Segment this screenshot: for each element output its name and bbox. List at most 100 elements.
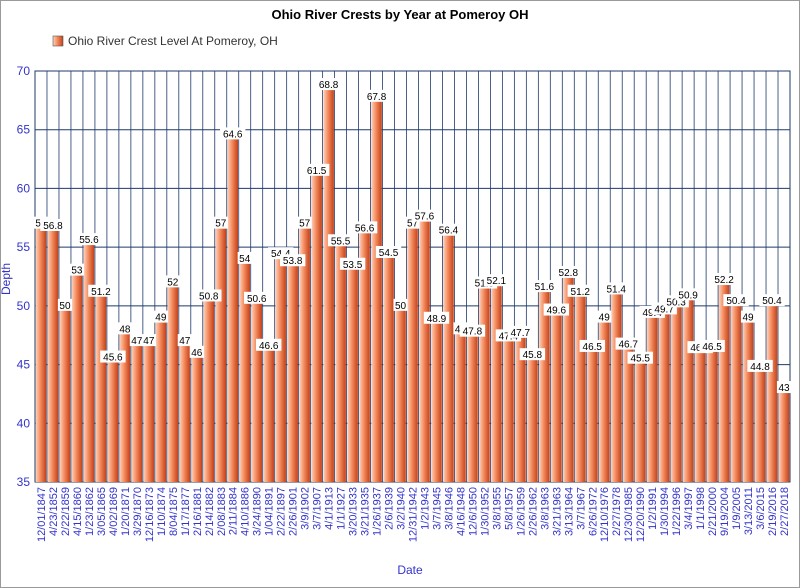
x-tick-label: 2/26/1901 [288,487,300,536]
x-tick-label: 1/30/1994 [659,487,671,536]
data-label: 56.4 [435,223,462,237]
x-tick-label: 12/16/1873 [144,487,156,542]
data-label-bg [423,311,450,324]
x-tick-label: 2/27/2018 [779,487,791,536]
data-label-bg [776,381,792,394]
data-label-text: 56.4 [439,226,459,237]
data-label-bg [88,284,114,297]
bar [718,280,730,482]
bar [419,216,430,482]
y-tick-label: 60 [17,181,31,195]
data-label-bg [740,310,756,323]
data-label-bg [723,294,749,307]
bar [59,305,71,482]
bar [359,228,370,482]
data-label: 46.5 [579,339,605,353]
bar [335,241,346,482]
data-label-text: 47 [131,336,143,347]
x-tick-label: 3/05/1865 [96,487,108,536]
data-label-bg [483,274,510,287]
data-label-text: 57.6 [415,212,435,223]
data-label-bg [117,322,132,335]
x-axis-title: Date [397,563,423,577]
bar [263,345,274,482]
data-label: 47 [141,334,156,347]
data-label-text: 56.6 [355,223,375,234]
data-label: 56.8 [40,219,66,232]
x-tick-label: 12/10/1976 [599,487,611,542]
data-label: 53 [69,263,85,277]
bar [778,388,790,482]
data-label-text: 49 [599,313,611,324]
bar [682,295,694,482]
x-tick-label: 12/30/1985 [623,487,635,542]
x-tick-label: 1/20/1871 [120,487,132,536]
bar [539,287,550,482]
data-label-text: 56.8 [43,221,63,232]
data-label: 51.2 [567,284,593,298]
x-tick-label: 1/1/1998 [695,487,707,530]
bar [563,272,574,482]
data-label: 51.4 [603,282,629,295]
x-tick-label: 1/2/1991 [647,487,659,530]
x-axis-ticks: 12/01/1847 4/23/1852 2/22/1859 4/15/1860 1/2… [36,487,791,542]
x-tick-label: 1/30/1952 [479,487,491,536]
x-tick-label: 2/22/1859 [60,487,72,536]
bar [323,85,334,482]
data-label: 47 [129,334,144,347]
data-label-text: 52.1 [487,276,507,287]
data-label-text: 45.8 [523,350,543,361]
data-label: 67.8 [363,89,390,103]
data-label-text: 55.5 [331,236,351,247]
data-label-bg [375,246,402,259]
data-label: 57 [297,216,312,230]
legend-swatch [52,35,64,47]
x-tick-label: 2/27/1978 [611,487,623,536]
data-label-text: 44.8 [750,362,770,373]
data-label: 48.9 [423,311,450,325]
x-tick-label: 12/20/1990 [635,487,647,542]
bar [275,254,286,482]
data-label: 68.8 [315,78,342,91]
data-label-text: 55.6 [79,235,99,246]
data-label-bg [76,233,102,246]
data-label-text: 64.6 [223,129,243,140]
data-label-text: 49 [742,313,754,324]
data-label-bg [213,216,228,229]
data-label: 47 [177,334,192,347]
x-tick-label: 2/26/1962 [527,487,539,536]
x-tick-label: 1/22/1996 [671,487,683,536]
data-label-bg [531,280,558,293]
data-label: 50.4 [759,294,785,307]
bar [634,358,646,482]
bar [754,366,766,482]
data-label-bg [699,339,725,352]
data-label: 49.6 [543,303,570,317]
data-label-bg [255,338,282,351]
x-tick-label: 4/23/1852 [48,487,60,536]
chart-title: Ohio River Crests by Year at Pomeroy OH [272,7,529,22]
bar [586,346,598,482]
bar [658,309,670,482]
bar [503,336,514,482]
data-label: 51.2 [88,284,114,298]
data-label: 64.6 [220,127,246,140]
data-label: 57 [213,216,228,230]
x-tick-label: 4/16/1948 [455,487,467,536]
x-tick-label: 3/13/2011 [743,487,755,535]
data-label-text: 50.4 [762,296,782,307]
bar [742,317,754,482]
data-label-bg [100,350,126,363]
x-tick-label: 3/24/1890 [252,487,264,536]
bar [179,341,191,482]
data-label-bg [615,337,641,350]
x-tick-label: 3/13/1964 [563,487,575,536]
data-label-text: 47.7 [511,328,531,339]
x-tick-label: 1/23/1862 [84,487,96,536]
data-label-text: 50.8 [199,291,219,302]
data-label-text: 50.6 [247,294,267,305]
data-label-text: 52 [167,277,179,288]
bar [47,226,59,482]
x-tick-label: 3/7/1945 [431,487,443,530]
data-label: 55.5 [327,234,354,247]
